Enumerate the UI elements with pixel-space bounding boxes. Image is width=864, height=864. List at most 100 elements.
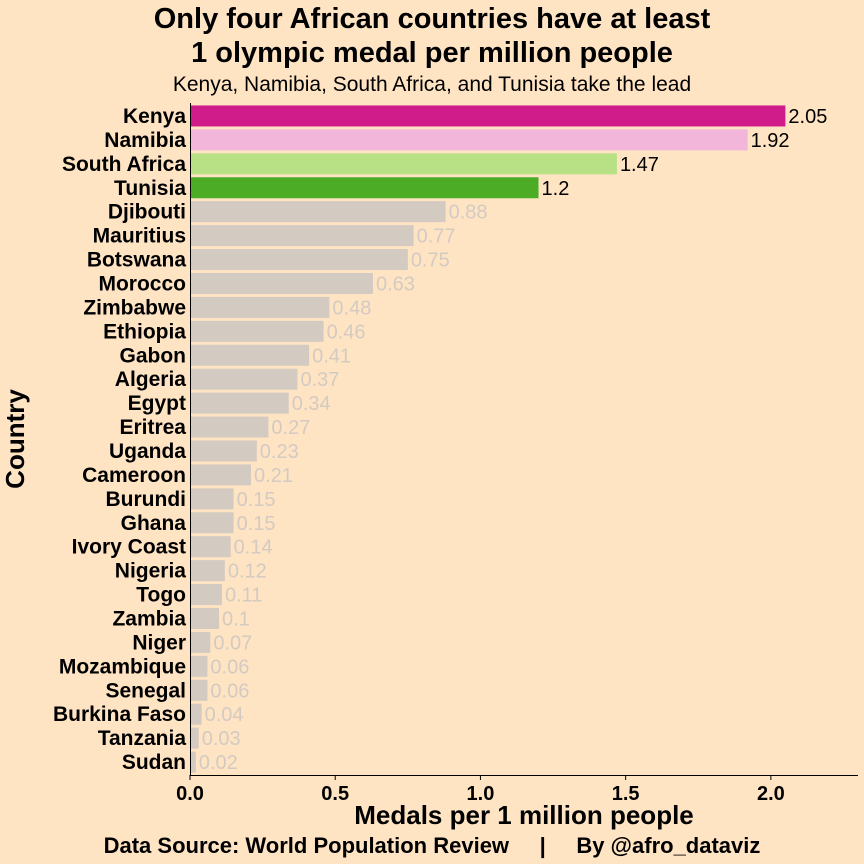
value-label-eritrea: 0.27 bbox=[271, 417, 310, 439]
category-label-ethiopia: Ethiopia bbox=[103, 320, 186, 343]
bar-egypt bbox=[191, 392, 289, 414]
category-label-eritrea: Eritrea bbox=[119, 416, 186, 439]
bar-togo bbox=[191, 584, 222, 606]
value-label-egypt: 0.34 bbox=[292, 393, 331, 415]
y-axis-title: Country bbox=[0, 389, 30, 489]
category-label-senegal: Senegal bbox=[105, 679, 186, 702]
category-label-burundi: Burundi bbox=[106, 488, 186, 511]
category-label-botswana: Botswana bbox=[87, 249, 187, 272]
bar-botswana bbox=[191, 249, 408, 271]
bar-eritrea bbox=[191, 416, 269, 438]
bar-morocco bbox=[191, 272, 373, 294]
bar-south-africa bbox=[191, 153, 617, 175]
value-label-nigeria: 0.12 bbox=[228, 561, 267, 583]
chart-subtitle: Kenya, Namibia, South Africa, and Tunisi… bbox=[173, 73, 691, 96]
value-label-namibia: 1.92 bbox=[751, 130, 790, 152]
x-tick-label: 1.0 bbox=[467, 783, 495, 805]
category-label-djibouti: Djibouti bbox=[108, 201, 186, 224]
x-axis-title: Medals per 1 million people bbox=[354, 800, 694, 830]
value-label-mauritius: 0.77 bbox=[417, 226, 456, 248]
value-label-burundi: 0.15 bbox=[237, 489, 276, 511]
value-label-niger: 0.07 bbox=[213, 632, 252, 654]
category-label-morocco: Morocco bbox=[98, 272, 186, 295]
value-label-south-africa: 1.47 bbox=[620, 154, 659, 176]
bar-zambia bbox=[191, 607, 220, 629]
value-labels-group: 2.051.921.471.20.880.770.750.630.480.460… bbox=[199, 106, 828, 774]
category-label-niger: Niger bbox=[132, 631, 186, 654]
category-label-south-africa: South Africa bbox=[62, 153, 186, 176]
category-label-kenya: Kenya bbox=[123, 105, 186, 128]
value-label-ivory-coast: 0.14 bbox=[234, 537, 273, 559]
category-label-uganda: Uganda bbox=[109, 440, 186, 463]
x-ticks-group: 0.0 0.5 1.0 1.5 2.0 bbox=[176, 775, 785, 805]
value-label-tanzania: 0.03 bbox=[202, 728, 241, 750]
chart-caption: Data Source: World Population Review | B… bbox=[104, 833, 761, 858]
bar-ivory-coast bbox=[191, 536, 231, 558]
bar-burundi bbox=[191, 488, 234, 510]
bar-djibouti bbox=[191, 201, 446, 223]
bar-namibia bbox=[191, 129, 748, 151]
category-label-tanzania: Tanzania bbox=[98, 727, 187, 750]
bar-niger bbox=[191, 631, 211, 653]
chart-title-line-1: Only four African countries have at leas… bbox=[154, 3, 711, 35]
category-label-algeria: Algeria bbox=[115, 368, 187, 391]
category-label-zambia: Zambia bbox=[112, 607, 186, 630]
bar-sudan bbox=[191, 751, 196, 773]
category-label-mauritius: Mauritius bbox=[93, 225, 186, 248]
bar-kenya bbox=[191, 105, 786, 127]
category-label-zimbabwe: Zimbabwe bbox=[83, 296, 186, 319]
category-label-gabon: Gabon bbox=[120, 344, 187, 367]
value-label-sudan: 0.02 bbox=[199, 752, 238, 774]
category-label-togo: Togo bbox=[136, 584, 186, 607]
category-label-ghana: Ghana bbox=[121, 512, 187, 535]
value-label-algeria: 0.37 bbox=[300, 369, 339, 391]
bar-gabon bbox=[191, 344, 310, 366]
category-label-cameroon: Cameroon bbox=[82, 464, 186, 487]
bar-mauritius bbox=[191, 225, 414, 247]
bar-nigeria bbox=[191, 560, 225, 582]
category-label-mozambique: Mozambique bbox=[59, 655, 186, 678]
value-label-burkina-faso: 0.04 bbox=[205, 704, 244, 726]
value-label-togo: 0.11 bbox=[225, 585, 262, 607]
bar-senegal bbox=[191, 679, 208, 701]
value-label-cameroon: 0.21 bbox=[254, 465, 293, 487]
value-label-djibouti: 0.88 bbox=[449, 202, 488, 224]
x-tick-label: 1.5 bbox=[612, 783, 640, 805]
x-tick-label: 2.0 bbox=[757, 783, 785, 805]
bars-group bbox=[191, 105, 786, 773]
value-label-zimbabwe: 0.48 bbox=[332, 297, 371, 319]
category-label-burkina-faso: Burkina Faso bbox=[53, 703, 186, 726]
category-label-namibia: Namibia bbox=[104, 129, 186, 152]
bar-burkina-faso bbox=[191, 703, 202, 725]
value-label-uganda: 0.23 bbox=[260, 441, 299, 463]
x-tick-label: 0.5 bbox=[321, 783, 349, 805]
value-label-mozambique: 0.06 bbox=[210, 656, 249, 678]
value-label-gabon: 0.41 bbox=[312, 345, 351, 367]
bar-tunisia bbox=[191, 177, 539, 199]
category-label-sudan: Sudan bbox=[122, 751, 186, 774]
category-label-tunisia: Tunisia bbox=[114, 177, 186, 200]
bar-algeria bbox=[191, 368, 298, 390]
value-label-tunisia: 1.2 bbox=[542, 178, 570, 200]
category-label-nigeria: Nigeria bbox=[115, 560, 187, 583]
chart-title-line-2: 1 olympic medal per million people bbox=[191, 37, 673, 69]
bar-ghana bbox=[191, 512, 234, 534]
bar-ethiopia bbox=[191, 320, 324, 342]
bar-mozambique bbox=[191, 655, 208, 677]
value-label-kenya: 2.05 bbox=[788, 106, 827, 128]
category-label-ivory-coast: Ivory Coast bbox=[72, 536, 186, 559]
value-label-ghana: 0.15 bbox=[237, 513, 276, 535]
value-label-zambia: 0.1 bbox=[222, 608, 250, 630]
value-label-botswana: 0.75 bbox=[411, 250, 450, 272]
value-label-ethiopia: 0.46 bbox=[327, 321, 366, 343]
bar-zimbabwe bbox=[191, 296, 330, 318]
bar-uganda bbox=[191, 440, 257, 462]
value-label-morocco: 0.63 bbox=[376, 273, 415, 295]
bar-cameroon bbox=[191, 464, 251, 486]
category-label-egypt: Egypt bbox=[128, 392, 186, 415]
bar-tanzania bbox=[191, 727, 199, 749]
value-label-senegal: 0.06 bbox=[210, 680, 249, 702]
